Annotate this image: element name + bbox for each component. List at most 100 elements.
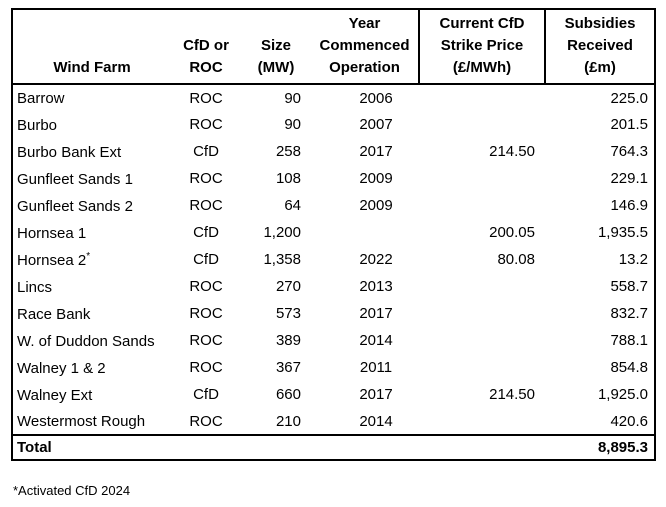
year-cell: 2022 [311,246,419,273]
year-cell: 2009 [311,165,419,192]
year-value: 2014 [359,332,393,349]
year-value: 2011 [359,359,393,376]
table-row: Hornsea 2* CfD 1,358 2022 80.08 13.2 [12,246,655,273]
scheme-value: ROC [189,116,223,133]
wind-farm-name: Walney Ext [17,386,93,404]
table-row: Gunfleet Sands 1 ROC 108 2009 229.1 [12,165,655,192]
table-row: W. of Duddon Sands ROC 389 2014 788.1 [12,327,655,354]
subsidies-value: 229.1 [610,170,648,187]
strike-price-cell: 214.50 [419,138,545,165]
size-cell: 258 [241,138,311,165]
strike-price-cell [419,327,545,354]
size-value: 210 [275,412,301,430]
subsidies-cell: 788.1 [545,327,655,354]
wind-farm-name: Hornsea 1 [17,224,87,242]
wind-farm-name-cell: Barrow [12,84,171,111]
subsidies-value: 558.7 [610,278,648,295]
subsidies-value: 13.2 [618,251,648,268]
strike-price-cell: 80.08 [419,246,545,273]
year-value: 2017 [359,386,393,403]
footnote: *Activated CfD 2024 [13,483,131,498]
size-cell: 1,200 [241,219,311,246]
year-cell: 2013 [311,273,419,300]
wind-farm-name: Burbo [17,116,58,134]
strike-price-cell [419,273,545,300]
wind-farm-name-cell: W. of Duddon Sands [12,327,171,354]
header-line: Current CfD [439,15,525,32]
size-cell: 90 [241,84,311,111]
year-cell [311,219,419,246]
scheme-value: CfD [193,143,219,160]
scheme-cell: ROC [171,300,241,327]
strike-price-value: 200.05 [489,224,535,241]
table-body: Barrow ROC 90 2006 225.0 Burbo ROC 90 20… [12,84,655,435]
strike-price-value: 214.50 [489,386,535,403]
size-value: 90 [284,116,301,133]
strike-price-value: 80.08 [497,251,535,268]
wind-farm-name-cell: Gunfleet Sands 2 [12,192,171,219]
subsidies-cell: 201.5 [545,111,655,138]
wind-farm-name-cell: Burbo [12,111,171,138]
year-cell: 2017 [311,138,419,165]
year-value: 2022 [359,251,393,268]
subsidies-value: 854.8 [610,359,648,376]
wind-farm-name-cell: Gunfleet Sands 1 [12,165,171,192]
footnote-marker: * [86,250,91,262]
header-line: Strike Price [440,37,524,54]
header-line: Received [567,37,633,54]
table-row: Gunfleet Sands 2 ROC 64 2009 146.9 [12,192,655,219]
subsidies-cell: 558.7 [545,273,655,300]
scheme-value: ROC [189,332,223,349]
total-row: Total 8,895.3 [12,434,655,460]
scheme-cell: ROC [171,327,241,354]
header-line: (£/MWh) [452,59,512,76]
year-value: 2009 [359,170,393,187]
strike-price-cell [419,300,545,327]
size-value: 64 [284,197,301,214]
subsidies-value: 832.7 [610,305,648,322]
size-value: 367 [275,359,301,376]
wind-farm-name-cell: Westermost Rough [12,408,171,435]
strike-price-cell [419,192,545,219]
total-label: Total [12,434,171,460]
strike-price-cell [419,408,545,435]
total-subsidies-value: 8,895.3 [545,434,655,460]
scheme-value: ROC [189,197,223,214]
size-value: 1,358 [263,251,301,268]
wind-farm-name: Westermost Rough [17,413,146,430]
wind-farm-name: Race Bank [17,305,91,323]
scheme-value: ROC [189,412,223,430]
table-row: Walney 1 & 2 ROC 367 2011 854.8 [12,354,655,381]
strike-price-cell: 200.05 [419,219,545,246]
size-value: 1,200 [263,224,301,241]
header-line: (MW) [257,59,295,76]
scheme-value: ROC [189,170,223,187]
year-value: 2017 [359,305,393,322]
subsidies-value: 225.0 [610,89,648,107]
wind-farm-name: Walney 1 & 2 [17,359,106,377]
year-value: 2014 [359,412,393,430]
subsidies-cell: 764.3 [545,138,655,165]
year-cell: 2011 [311,354,419,381]
strike-price-cell [419,111,545,138]
scheme-cell: CfD [171,219,241,246]
size-cell: 660 [241,381,311,408]
header-line: Wind Farm [53,59,131,76]
table-row: Barrow ROC 90 2006 225.0 [12,84,655,111]
size-cell: 64 [241,192,311,219]
scheme-value: ROC [189,278,223,295]
year-value: 2007 [359,116,393,133]
size-cell: 108 [241,165,311,192]
size-cell: 573 [241,300,311,327]
table-row: Race Bank ROC 573 2017 832.7 [12,300,655,327]
scheme-value: CfD [193,386,219,403]
wind-farm-name-cell: Walney 1 & 2 [12,354,171,381]
table-row: Westermost Rough ROC 210 2014 420.6 [12,408,655,435]
subsidies-value: 1,935.5 [597,224,648,241]
scheme-cell: ROC [171,273,241,300]
total-empty-cell [311,434,419,460]
header-line: Commenced [319,37,410,54]
table-footer: Total 8,895.3 [12,434,655,460]
size-cell: 270 [241,273,311,300]
